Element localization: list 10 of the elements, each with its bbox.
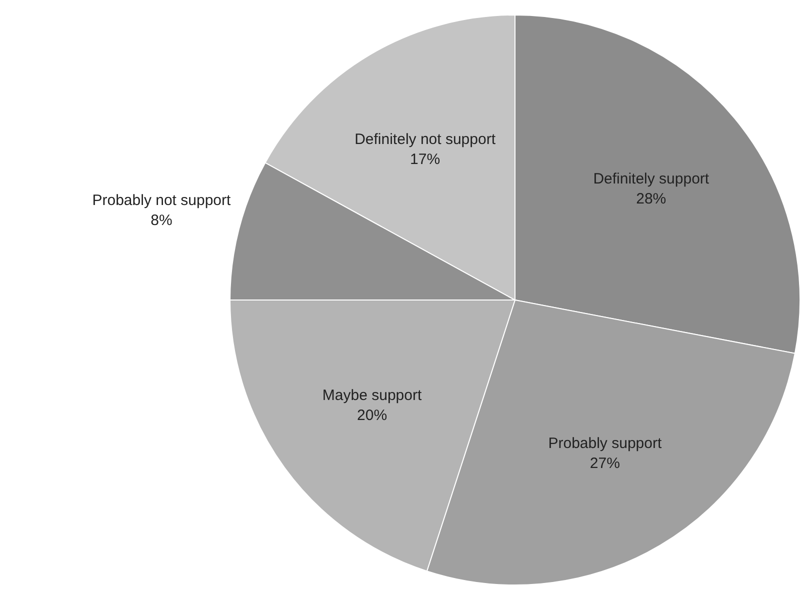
slice-label: Probably not support xyxy=(92,192,232,210)
data-label: 27% xyxy=(590,455,620,472)
slice-label: Maybe support xyxy=(322,386,422,404)
data-label: 17% xyxy=(410,150,440,168)
data-label: 20% xyxy=(357,406,388,424)
slice-label: Definitely support xyxy=(593,170,710,188)
data-label: 8% xyxy=(150,212,172,230)
data-label: 28% xyxy=(636,190,666,208)
slice-label: Definitely not support xyxy=(354,130,496,148)
slice-label: Probably support xyxy=(548,435,662,452)
